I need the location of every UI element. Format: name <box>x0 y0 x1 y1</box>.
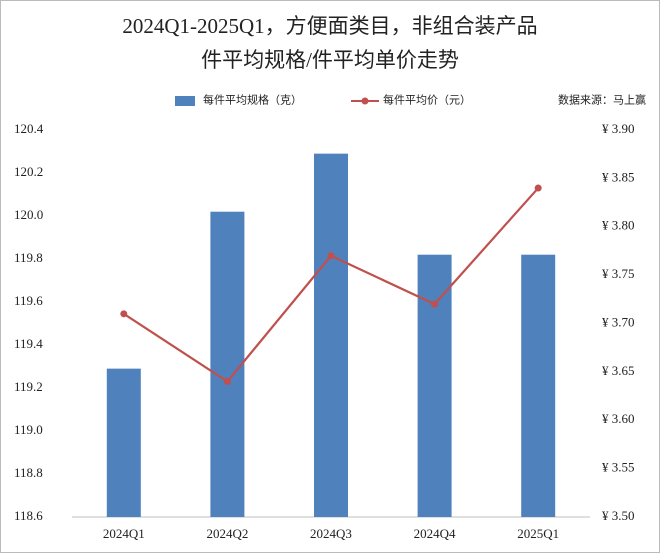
line-marker <box>534 184 542 192</box>
bar <box>521 254 556 517</box>
y2-tick-label: ¥ 3.55 <box>602 460 635 475</box>
x-tick-label: 2024Q2 <box>206 526 248 541</box>
x-tick-label: 2024Q3 <box>310 526 352 541</box>
y2-tick-label: ¥ 3.80 <box>602 218 635 233</box>
y-tick-label: 118.8 <box>14 465 43 480</box>
y-tick-label: 119.6 <box>14 293 43 308</box>
y2-tick-label: ¥ 3.90 <box>602 121 635 136</box>
y-tick-label: 120.2 <box>14 164 43 179</box>
y2-tick-label: ¥ 3.60 <box>602 411 635 426</box>
bar <box>417 254 452 517</box>
y2-tick-label: ¥ 3.85 <box>602 169 635 184</box>
legend-label: 每件平均规格（克） <box>203 93 302 107</box>
y-tick-label: 119.2 <box>14 379 43 394</box>
line-marker <box>327 252 335 260</box>
legend-swatch <box>175 96 195 106</box>
y2-tick-label: ¥ 3.65 <box>602 363 635 378</box>
line-marker <box>223 378 231 386</box>
source-note: 数据来源：马上赢 <box>558 93 646 107</box>
y-tick-label: 119.8 <box>14 250 43 265</box>
chart-title: 2024Q1-2025Q1，方便面类目，非组合装产品 <box>122 14 537 38</box>
line-marker <box>431 300 439 308</box>
legend-label: 每件平均价（元） <box>383 93 471 107</box>
bar <box>314 153 348 517</box>
y2-tick-label: ¥ 3.75 <box>602 266 635 281</box>
x-tick-label: 2024Q4 <box>414 526 456 541</box>
bar <box>210 211 245 517</box>
line-marker <box>120 310 128 318</box>
y-tick-label: 119.4 <box>14 336 43 351</box>
y-tick-label: 120.4 <box>14 121 44 136</box>
bar <box>106 368 141 517</box>
x-tick-label: 2024Q1 <box>103 526 145 541</box>
y-tick-label: 120.0 <box>14 207 43 222</box>
y2-tick-label: ¥ 3.50 <box>602 508 635 523</box>
y-tick-label: 118.6 <box>14 508 43 523</box>
legend-swatch <box>361 97 369 105</box>
y2-tick-label: ¥ 3.70 <box>602 314 635 329</box>
chart-title: 件平均规格/件平均单价走势 <box>201 48 459 72</box>
y-tick-label: 119.0 <box>14 422 43 437</box>
x-tick-label: 2025Q1 <box>517 526 559 541</box>
